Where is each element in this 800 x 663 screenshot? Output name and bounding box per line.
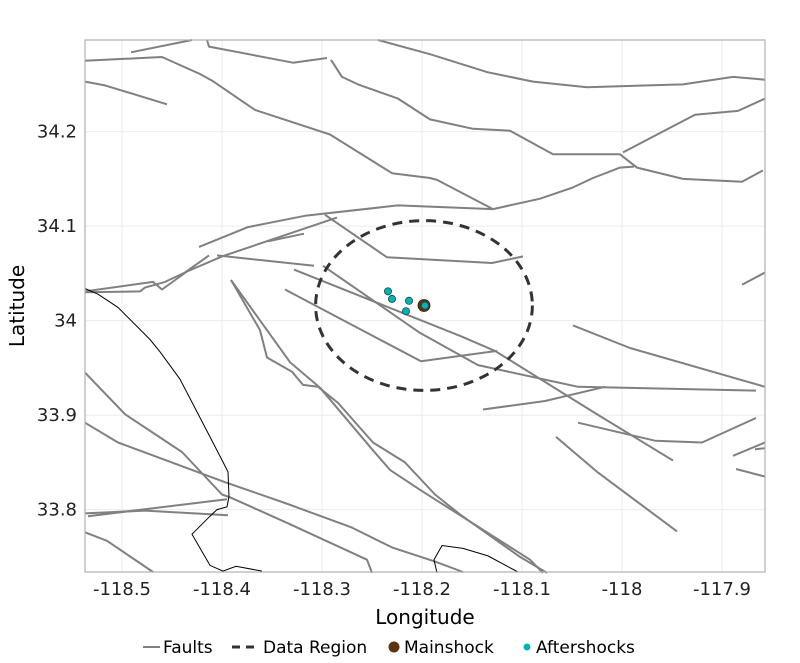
fault-line [84, 56, 494, 210]
fault-line [84, 421, 464, 573]
fault-line [84, 531, 154, 573]
fault-line [267, 232, 305, 243]
fault-line [84, 216, 338, 293]
aftershock-marker [404, 296, 413, 305]
fault-line [84, 509, 229, 517]
aftershock-marker [401, 307, 410, 316]
y-tick-label: 34.1 [37, 216, 77, 237]
fault-line [198, 165, 635, 248]
x-tick-label: -118.3 [293, 579, 351, 600]
grid-lines [85, 40, 765, 572]
y-tick-labels: 33.8 33.9 34 34.1 34.2 [37, 122, 77, 521]
coastline [84, 288, 263, 572]
legend-aftershocks-label: Aftershocks [536, 638, 635, 658]
aftershock-marker [387, 294, 396, 303]
x-tick-label: -118.1 [493, 579, 551, 600]
fault-line [555, 436, 678, 533]
y-tick-label: 34 [54, 311, 77, 332]
fault-line [84, 371, 373, 574]
fault-line [206, 39, 328, 64]
fault-line [322, 264, 757, 392]
fault-line [482, 385, 606, 411]
x-tick-label: -118.2 [393, 579, 451, 600]
fault-line [735, 468, 766, 478]
faults-layer [84, 39, 766, 574]
legend-mainshock-swatch [388, 641, 400, 653]
data-region-circle [314, 219, 534, 392]
coastline [433, 544, 519, 574]
fault-line [84, 80, 168, 106]
x-tick-label: -118.5 [93, 579, 151, 600]
legend-aftershocks-swatch [523, 643, 531, 651]
fault-line [230, 279, 548, 574]
x-tick-labels: -118.5 -118.4 -118.3 -118.2 -118.1 -118 -117.9 [93, 579, 751, 600]
fault-line [754, 447, 766, 451]
plot-border [84, 39, 766, 573]
fault-line [84, 254, 210, 294]
fault-line [130, 39, 193, 54]
x-tick-label: -118 [602, 579, 643, 600]
x-tick-label: -117.9 [693, 579, 751, 600]
fault-line [622, 97, 766, 154]
fault-line [741, 271, 766, 286]
fault-line [577, 417, 757, 444]
x-axis-title: Longitude [375, 605, 474, 629]
fault-line [330, 59, 764, 183]
legend: Faults Data Region Mainshock Aftershocks [143, 638, 635, 658]
aftershock-marker [420, 301, 429, 310]
fault-line [732, 441, 766, 457]
y-axis-title: Latitude [5, 265, 29, 347]
legend-faults-label: Faults [163, 638, 213, 658]
legend-mainshock-label: Mainshock [404, 638, 494, 658]
aftershock-marker [383, 287, 392, 296]
y-tick-label: 33.8 [37, 500, 77, 521]
legend-region-label: Data Region [263, 638, 367, 658]
x-tick-label: -118.4 [193, 579, 251, 600]
fault-line [216, 254, 315, 267]
y-tick-label: 33.9 [37, 405, 77, 426]
data-region-layer [314, 219, 534, 392]
earthquake-points [383, 287, 431, 316]
fault-line [284, 288, 498, 363]
fault-line [87, 498, 228, 518]
fault-line [572, 324, 766, 388]
fault-line [377, 39, 766, 89]
fault-line [230, 279, 544, 574]
coastline-layer [84, 288, 519, 574]
y-tick-label: 34.2 [37, 122, 77, 143]
fault-line [324, 213, 524, 264]
